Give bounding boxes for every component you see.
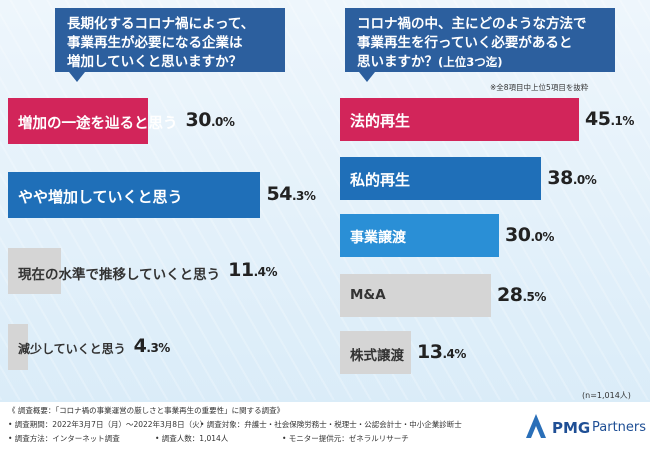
footer-title: 《 調査概要：「コロナ禍の事業運営の厳しさと事業再生の重要性」に関する調査》 — [8, 406, 285, 415]
chart2-category-label: 法的再生 — [350, 112, 411, 131]
right-note: ※全8項目中上位5項目を抜粋 — [490, 83, 589, 92]
chart1-bar — [8, 248, 61, 294]
footer: 《 調査概要：「コロナ禍の事業運営の厳しさと事業再生の重要性」に関する調査》 •… — [0, 402, 650, 450]
pmg-logo-icon — [526, 414, 546, 438]
chart1-bar — [8, 324, 28, 370]
chart2-category-label: 株式譲渡 — [350, 348, 404, 365]
right-question-line3-text: 思いますか？ — [357, 54, 438, 70]
right-question-line3: 思いますか？(上位3つ迄) — [357, 53, 603, 72]
footer-count: • 調査人数：1,014人 — [155, 434, 229, 443]
chart1-bar — [8, 172, 261, 218]
chart2-value-label: 30.0% — [505, 223, 554, 246]
chart2-bar — [340, 157, 542, 200]
chart1-value-label: 30.0% — [185, 109, 235, 131]
chart1-value-label: 11.4% — [228, 259, 277, 281]
chart2-bar — [340, 214, 499, 257]
chart1-value-label: 54.3% — [266, 183, 316, 205]
right-question-tail — [359, 72, 375, 82]
chart2-bar — [340, 274, 492, 317]
footer-method: • 調査方法：インターネット調査 — [8, 434, 120, 443]
chart2-value-label: 13.4% — [417, 340, 466, 363]
left-question-box: 長期化するコロナ禍によって、 事業再生が必要になる企業は 増加していくと思います… — [55, 8, 285, 72]
chart2-category-label: 事業譲渡 — [350, 229, 406, 246]
chart1-category-label: 減少していくと思う — [18, 341, 126, 356]
footer-period: • 調査期間：2022年3月7日（月）〜2022年3月8日（火） — [8, 420, 208, 429]
chart1-category-label: 増加の一途を辿ると思う — [18, 116, 178, 132]
chart2-value-label: 38.0% — [547, 166, 597, 189]
right-question-line3-sub: (上位3つ迄) — [438, 55, 503, 69]
chart1-category-label: 現在の水準で推移していくと思う — [18, 266, 221, 283]
chart2-value-label: 45.1% — [585, 107, 634, 130]
chart2-bar — [340, 98, 580, 141]
logo-sub: Partners — [592, 420, 647, 435]
logo-main: PMG — [552, 419, 591, 437]
right-question-line: コロナ禍の中、主にどのような方法で — [357, 16, 587, 32]
chart2-bar — [340, 331, 412, 374]
left-question-line: 長期化するコロナ禍によって、 — [67, 16, 255, 32]
footer-monitor: • モニター提供元：ゼネラルリサーチ — [282, 434, 409, 443]
left-question-line: 事業再生が必要になる企業は — [67, 35, 243, 51]
sample-size-note: (n=1,014人) — [582, 391, 631, 400]
chart2-category-label: M&A — [350, 287, 386, 304]
left-question-line: 増加していくと思いますか？ — [67, 54, 243, 70]
right-question-box: コロナ禍の中、主にどのような方法で 事業再生を行っていく必要があると 思いますか… — [345, 8, 615, 72]
chart1-category-label: やや増加していくと思う — [18, 187, 183, 206]
footer-target: • 調査対象：弁護士・社会保険労務士・税理士・公認会計士・中小企業診断士 — [200, 420, 462, 429]
chart2-category-label: 私的再生 — [350, 171, 411, 190]
left-question-tail — [69, 72, 85, 82]
right-question-line: 事業再生を行っていく必要があると — [357, 35, 573, 51]
chart1-value-label: 4.3% — [133, 335, 171, 357]
chart1-bar — [8, 98, 148, 144]
chart2-value-label: 28.5% — [497, 283, 546, 306]
